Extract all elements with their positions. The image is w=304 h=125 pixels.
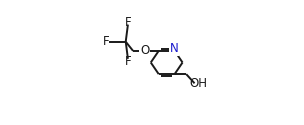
Text: F: F <box>103 35 109 48</box>
Text: F: F <box>125 16 131 29</box>
Text: OH: OH <box>189 77 207 90</box>
Text: O: O <box>140 44 149 57</box>
Text: F: F <box>125 55 131 68</box>
Text: N: N <box>170 42 178 55</box>
